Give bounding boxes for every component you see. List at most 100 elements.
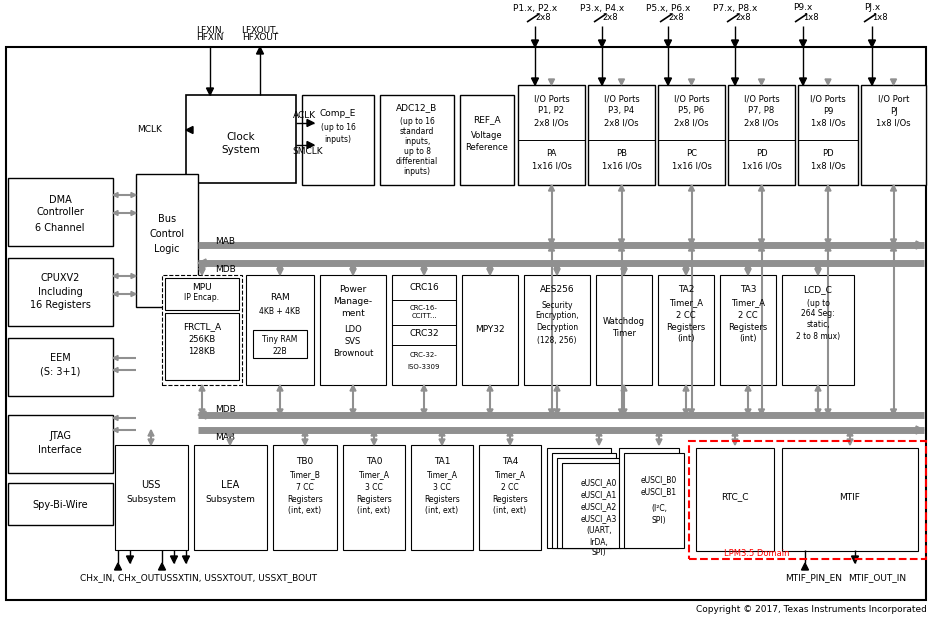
Polygon shape <box>199 269 205 275</box>
Polygon shape <box>507 430 513 436</box>
Text: SMCLK: SMCLK <box>292 148 323 156</box>
Text: MPU: MPU <box>192 283 212 291</box>
Bar <box>8 483 113 525</box>
Text: I/O Ports: I/O Ports <box>673 94 710 104</box>
Text: TA4: TA4 <box>502 456 518 466</box>
Polygon shape <box>815 385 821 391</box>
Text: 2x8: 2x8 <box>535 12 551 22</box>
Text: Timer_A: Timer_A <box>427 471 458 479</box>
Text: 2x8 I/Os: 2x8 I/Os <box>674 119 709 127</box>
Text: static,: static, <box>806 320 830 330</box>
Polygon shape <box>745 409 751 415</box>
Bar <box>165 278 239 310</box>
Text: Power: Power <box>339 286 367 294</box>
Polygon shape <box>307 119 314 127</box>
Polygon shape <box>113 193 118 197</box>
Text: P7, P8: P7, P8 <box>748 106 774 116</box>
Text: Timer_A: Timer_A <box>731 299 765 307</box>
Text: (int, ext): (int, ext) <box>358 507 390 515</box>
Text: 1x8: 1x8 <box>872 12 888 22</box>
Text: AES256: AES256 <box>540 286 574 294</box>
Text: DMA: DMA <box>49 195 71 205</box>
Polygon shape <box>745 385 751 391</box>
Polygon shape <box>199 385 205 391</box>
Polygon shape <box>688 245 695 251</box>
Polygon shape <box>302 439 308 445</box>
Text: SPI): SPI) <box>591 548 606 556</box>
Text: eUSCI_A3: eUSCI_A3 <box>581 515 617 524</box>
Text: Subsystem: Subsystem <box>126 494 176 504</box>
Polygon shape <box>656 430 662 436</box>
Text: 2x8 I/Os: 2x8 I/Os <box>604 119 639 127</box>
Text: Reference: Reference <box>465 142 508 152</box>
Text: (int, ext): (int, ext) <box>289 507 321 515</box>
Text: ISO-3309: ISO-3309 <box>408 364 440 370</box>
Polygon shape <box>487 385 493 391</box>
Polygon shape <box>618 409 625 415</box>
Polygon shape <box>618 245 625 251</box>
Bar <box>798 85 858 185</box>
Bar <box>861 85 926 185</box>
Polygon shape <box>131 211 136 215</box>
Polygon shape <box>277 385 283 391</box>
Polygon shape <box>439 430 445 436</box>
Polygon shape <box>277 263 283 269</box>
Text: 4KB + 4KB: 4KB + 4KB <box>260 307 301 315</box>
Text: eUSCI_A0: eUSCI_A0 <box>581 479 617 487</box>
Text: ADC12_B: ADC12_B <box>396 104 438 112</box>
Text: P3.x, P4.x: P3.x, P4.x <box>580 4 624 12</box>
Text: TA0: TA0 <box>366 456 382 466</box>
Text: SPI): SPI) <box>652 515 666 525</box>
Text: 1x16 I/Os: 1x16 I/Os <box>601 161 642 171</box>
Text: 2x8 I/Os: 2x8 I/Os <box>534 119 569 127</box>
Polygon shape <box>350 385 356 391</box>
Bar <box>392 275 456 385</box>
Polygon shape <box>869 78 875 85</box>
Text: 2 CC: 2 CC <box>502 483 518 491</box>
Polygon shape <box>688 185 695 191</box>
Bar <box>720 275 776 385</box>
Text: CHx_IN, CHx_OUT: CHx_IN, CHx_OUT <box>80 574 160 582</box>
Text: (int): (int) <box>677 335 695 343</box>
Polygon shape <box>554 385 560 391</box>
Text: ment: ment <box>341 309 365 319</box>
Text: Timer_A: Timer_A <box>494 471 526 479</box>
Bar <box>518 85 585 185</box>
Text: Controller: Controller <box>36 207 84 217</box>
Text: REF_A: REF_A <box>474 116 501 124</box>
Polygon shape <box>596 439 602 445</box>
Text: (up to: (up to <box>807 299 829 307</box>
Text: P5.x, P6.x: P5.x, P6.x <box>645 4 690 12</box>
Polygon shape <box>487 269 493 275</box>
Text: Spy-Bi-Wire: Spy-Bi-Wire <box>32 500 88 510</box>
Bar <box>162 275 242 385</box>
Polygon shape <box>113 355 118 361</box>
Text: I/O Ports: I/O Ports <box>743 94 779 104</box>
Text: HFXIN: HFXIN <box>196 34 223 42</box>
Polygon shape <box>890 245 897 251</box>
Polygon shape <box>825 239 831 245</box>
Polygon shape <box>890 79 897 85</box>
Polygon shape <box>113 273 118 278</box>
Polygon shape <box>421 263 427 269</box>
Polygon shape <box>825 245 831 251</box>
Text: MDB: MDB <box>215 266 235 274</box>
Text: LEA: LEA <box>220 480 239 490</box>
Polygon shape <box>916 426 924 434</box>
Bar <box>658 275 714 385</box>
Text: PD: PD <box>822 150 834 158</box>
Text: CRC32: CRC32 <box>409 329 439 337</box>
Text: JTAG: JTAG <box>49 431 71 441</box>
Text: Timer_A: Timer_A <box>669 299 703 307</box>
Text: ACLK: ACLK <box>292 111 316 119</box>
Bar <box>165 313 239 380</box>
Polygon shape <box>825 185 831 191</box>
Bar <box>8 178 113 246</box>
Polygon shape <box>548 185 555 191</box>
Text: 2x8: 2x8 <box>735 12 751 22</box>
Bar <box>8 338 113 396</box>
Text: CRC16: CRC16 <box>409 283 439 291</box>
Text: MPY32: MPY32 <box>475 325 504 335</box>
Text: 1x8 I/Os: 1x8 I/Os <box>811 119 845 127</box>
Polygon shape <box>890 409 897 415</box>
